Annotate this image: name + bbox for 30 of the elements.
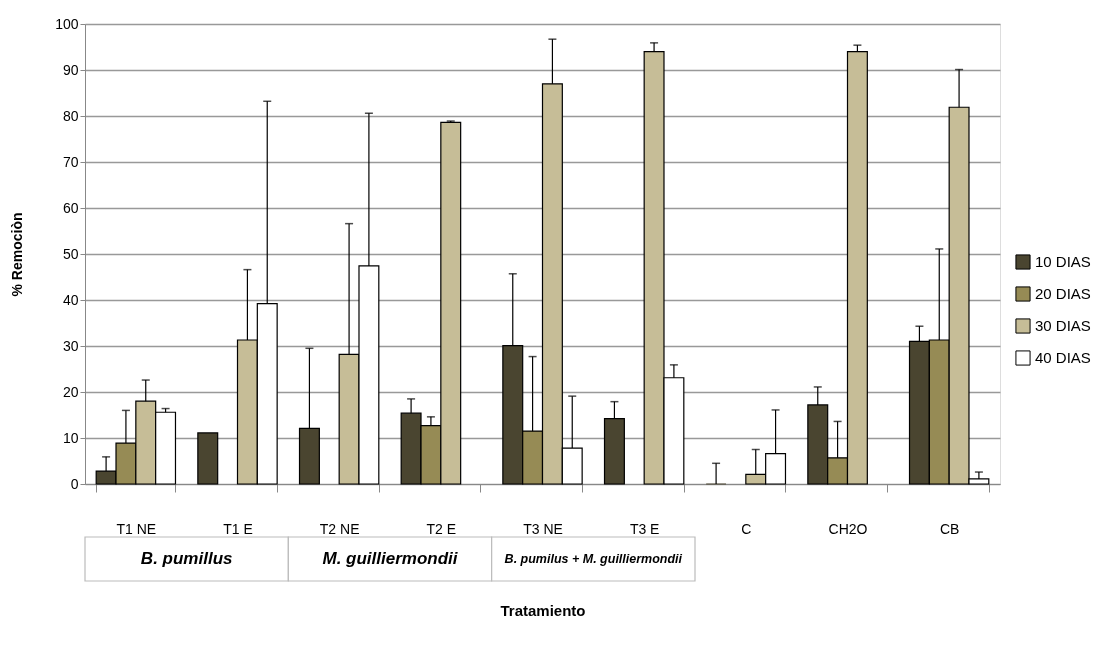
legend-label: 30 DIAS: [1035, 317, 1091, 334]
y-tick-label: 30: [62, 337, 79, 354]
y-tick-label: 50: [62, 245, 79, 262]
text: M. guilliermondii: [322, 549, 459, 568]
y-tick-label: 90: [62, 61, 79, 78]
bar: [197, 432, 219, 485]
y-tick-label: 100: [55, 15, 79, 32]
y-tick-label: 0: [70, 475, 79, 492]
text: B. pumillus: [140, 549, 233, 568]
x-tick-label: T1 E: [223, 520, 253, 537]
x-tick-label: C: [741, 520, 752, 537]
x-tick-label: T3 E: [629, 520, 660, 537]
text: B. pumilus + M. guilliermondii: [504, 552, 683, 566]
legend-label: 10 DIAS: [1035, 253, 1091, 270]
y-tick-label: 80: [62, 107, 79, 124]
y-tick-label: 20: [62, 383, 79, 400]
y-tick-label: 60: [62, 199, 79, 216]
x-tick-label: T2 NE: [319, 520, 360, 537]
y-axis-title: % Remociòn: [9, 212, 26, 297]
x-tick-label: CB: [939, 520, 960, 537]
legend-label: 40 DIAS: [1035, 349, 1091, 366]
x-tick-label: T3 NE: [523, 520, 563, 537]
x-tick-label: T1 NE: [116, 520, 157, 537]
y-tick-label: 70: [62, 153, 79, 170]
y-tick-label: 40: [62, 291, 79, 308]
x-tick-label: T2 E: [426, 520, 457, 537]
y-tick-label: 10: [62, 429, 79, 446]
x-tick-label: CH2O: [828, 520, 868, 537]
x-axis-title: Tratamiento: [500, 601, 586, 619]
legend-label: 20 DIAS: [1035, 285, 1091, 302]
